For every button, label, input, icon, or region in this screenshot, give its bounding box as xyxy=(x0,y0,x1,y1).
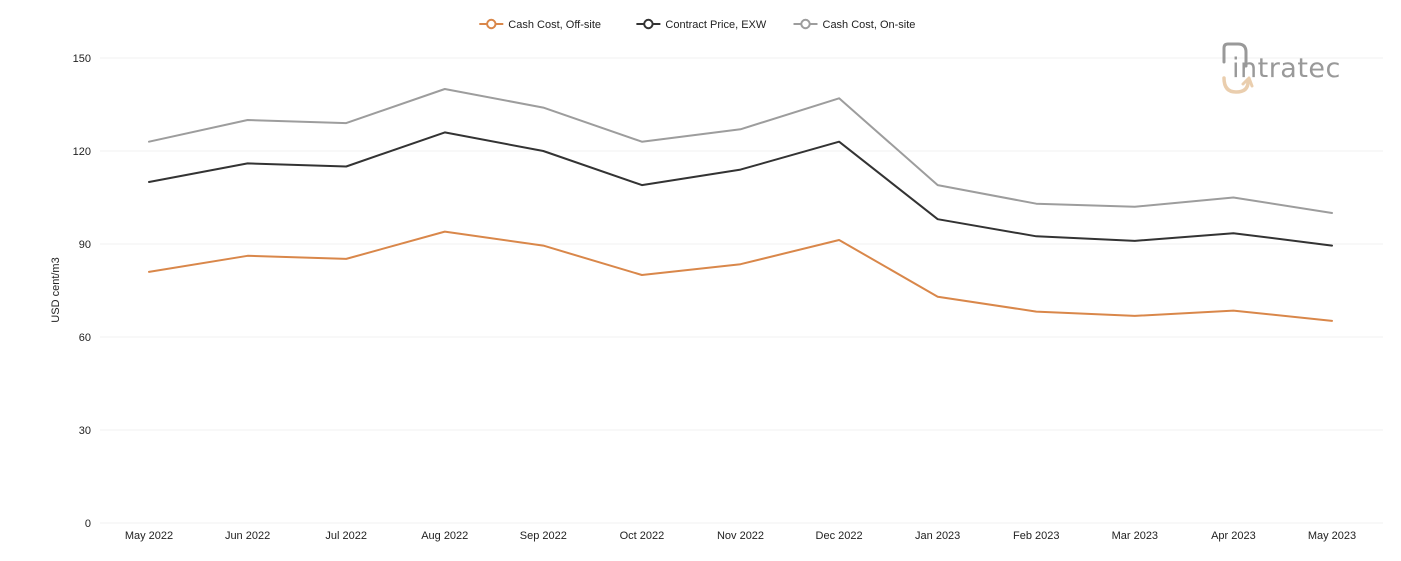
legend-item-contract-price-exw[interactable]: Contract Price, EXW xyxy=(636,18,767,31)
x-tick-label: May 2022 xyxy=(125,530,173,542)
y-tick-label: 90 xyxy=(79,239,91,251)
x-tick-label: Jul 2022 xyxy=(325,530,367,542)
x-tick-label: May 2023 xyxy=(1308,530,1356,542)
legend-label: Contract Price, EXW xyxy=(665,19,766,31)
y-tick-label: 0 xyxy=(85,518,91,530)
x-tick-label: Apr 2023 xyxy=(1211,530,1256,542)
x-tick-label: Aug 2022 xyxy=(421,530,468,542)
x-tick-label: Jan 2023 xyxy=(915,530,960,542)
series-lines xyxy=(148,88,1333,322)
legend-swatch-marker xyxy=(800,18,811,30)
x-tick-label: Oct 2022 xyxy=(620,530,665,542)
y-tick-label: 120 xyxy=(73,146,91,158)
legend-label: Cash Cost, On-site xyxy=(823,19,916,31)
series-line-cash-cost-on-site xyxy=(148,88,1333,214)
x-axis-ticks: May 2022 Jun 2022 Jul 2022 Aug 2022 Sep 2022… xyxy=(125,530,1356,542)
series-line-contract-price-exw xyxy=(148,131,1333,247)
legend-item-cash-cost-on-site[interactable]: Cash Cost, On-site xyxy=(793,18,916,31)
y-axis-title: USD cent/m3 xyxy=(50,257,62,322)
y-tick-label: 150 xyxy=(73,53,91,65)
x-tick-label: Feb 2023 xyxy=(1013,530,1059,542)
gridlines xyxy=(100,57,1383,524)
y-tick-label: 60 xyxy=(79,332,91,344)
x-tick-label: Jun 2022 xyxy=(225,530,270,542)
x-tick-label: Dec 2022 xyxy=(816,530,863,542)
legend-swatch-marker xyxy=(486,18,497,30)
x-tick-label: Mar 2023 xyxy=(1112,530,1158,542)
legend-item-cash-cost-off-site[interactable]: Cash Cost, Off-site xyxy=(479,18,601,31)
series-line-cash-cost-off-site xyxy=(148,230,1333,322)
legend-swatch-marker xyxy=(643,18,654,30)
intratec-logo-icon xyxy=(1222,42,1254,94)
y-tick-label: 30 xyxy=(79,425,91,437)
x-tick-label: Nov 2022 xyxy=(717,530,764,542)
x-tick-label: Sep 2022 xyxy=(520,530,567,542)
y-axis-ticks: 0 30 60 90 120 150 xyxy=(73,53,91,530)
intratec-logo: intratec xyxy=(1222,42,1341,94)
legend-label: Cash Cost, Off-site xyxy=(508,19,601,31)
legend[interactable]: Cash Cost, Off-site Contract Price, EXW Ca… xyxy=(479,18,916,31)
intratec-logo-text: intratec xyxy=(1232,53,1341,84)
